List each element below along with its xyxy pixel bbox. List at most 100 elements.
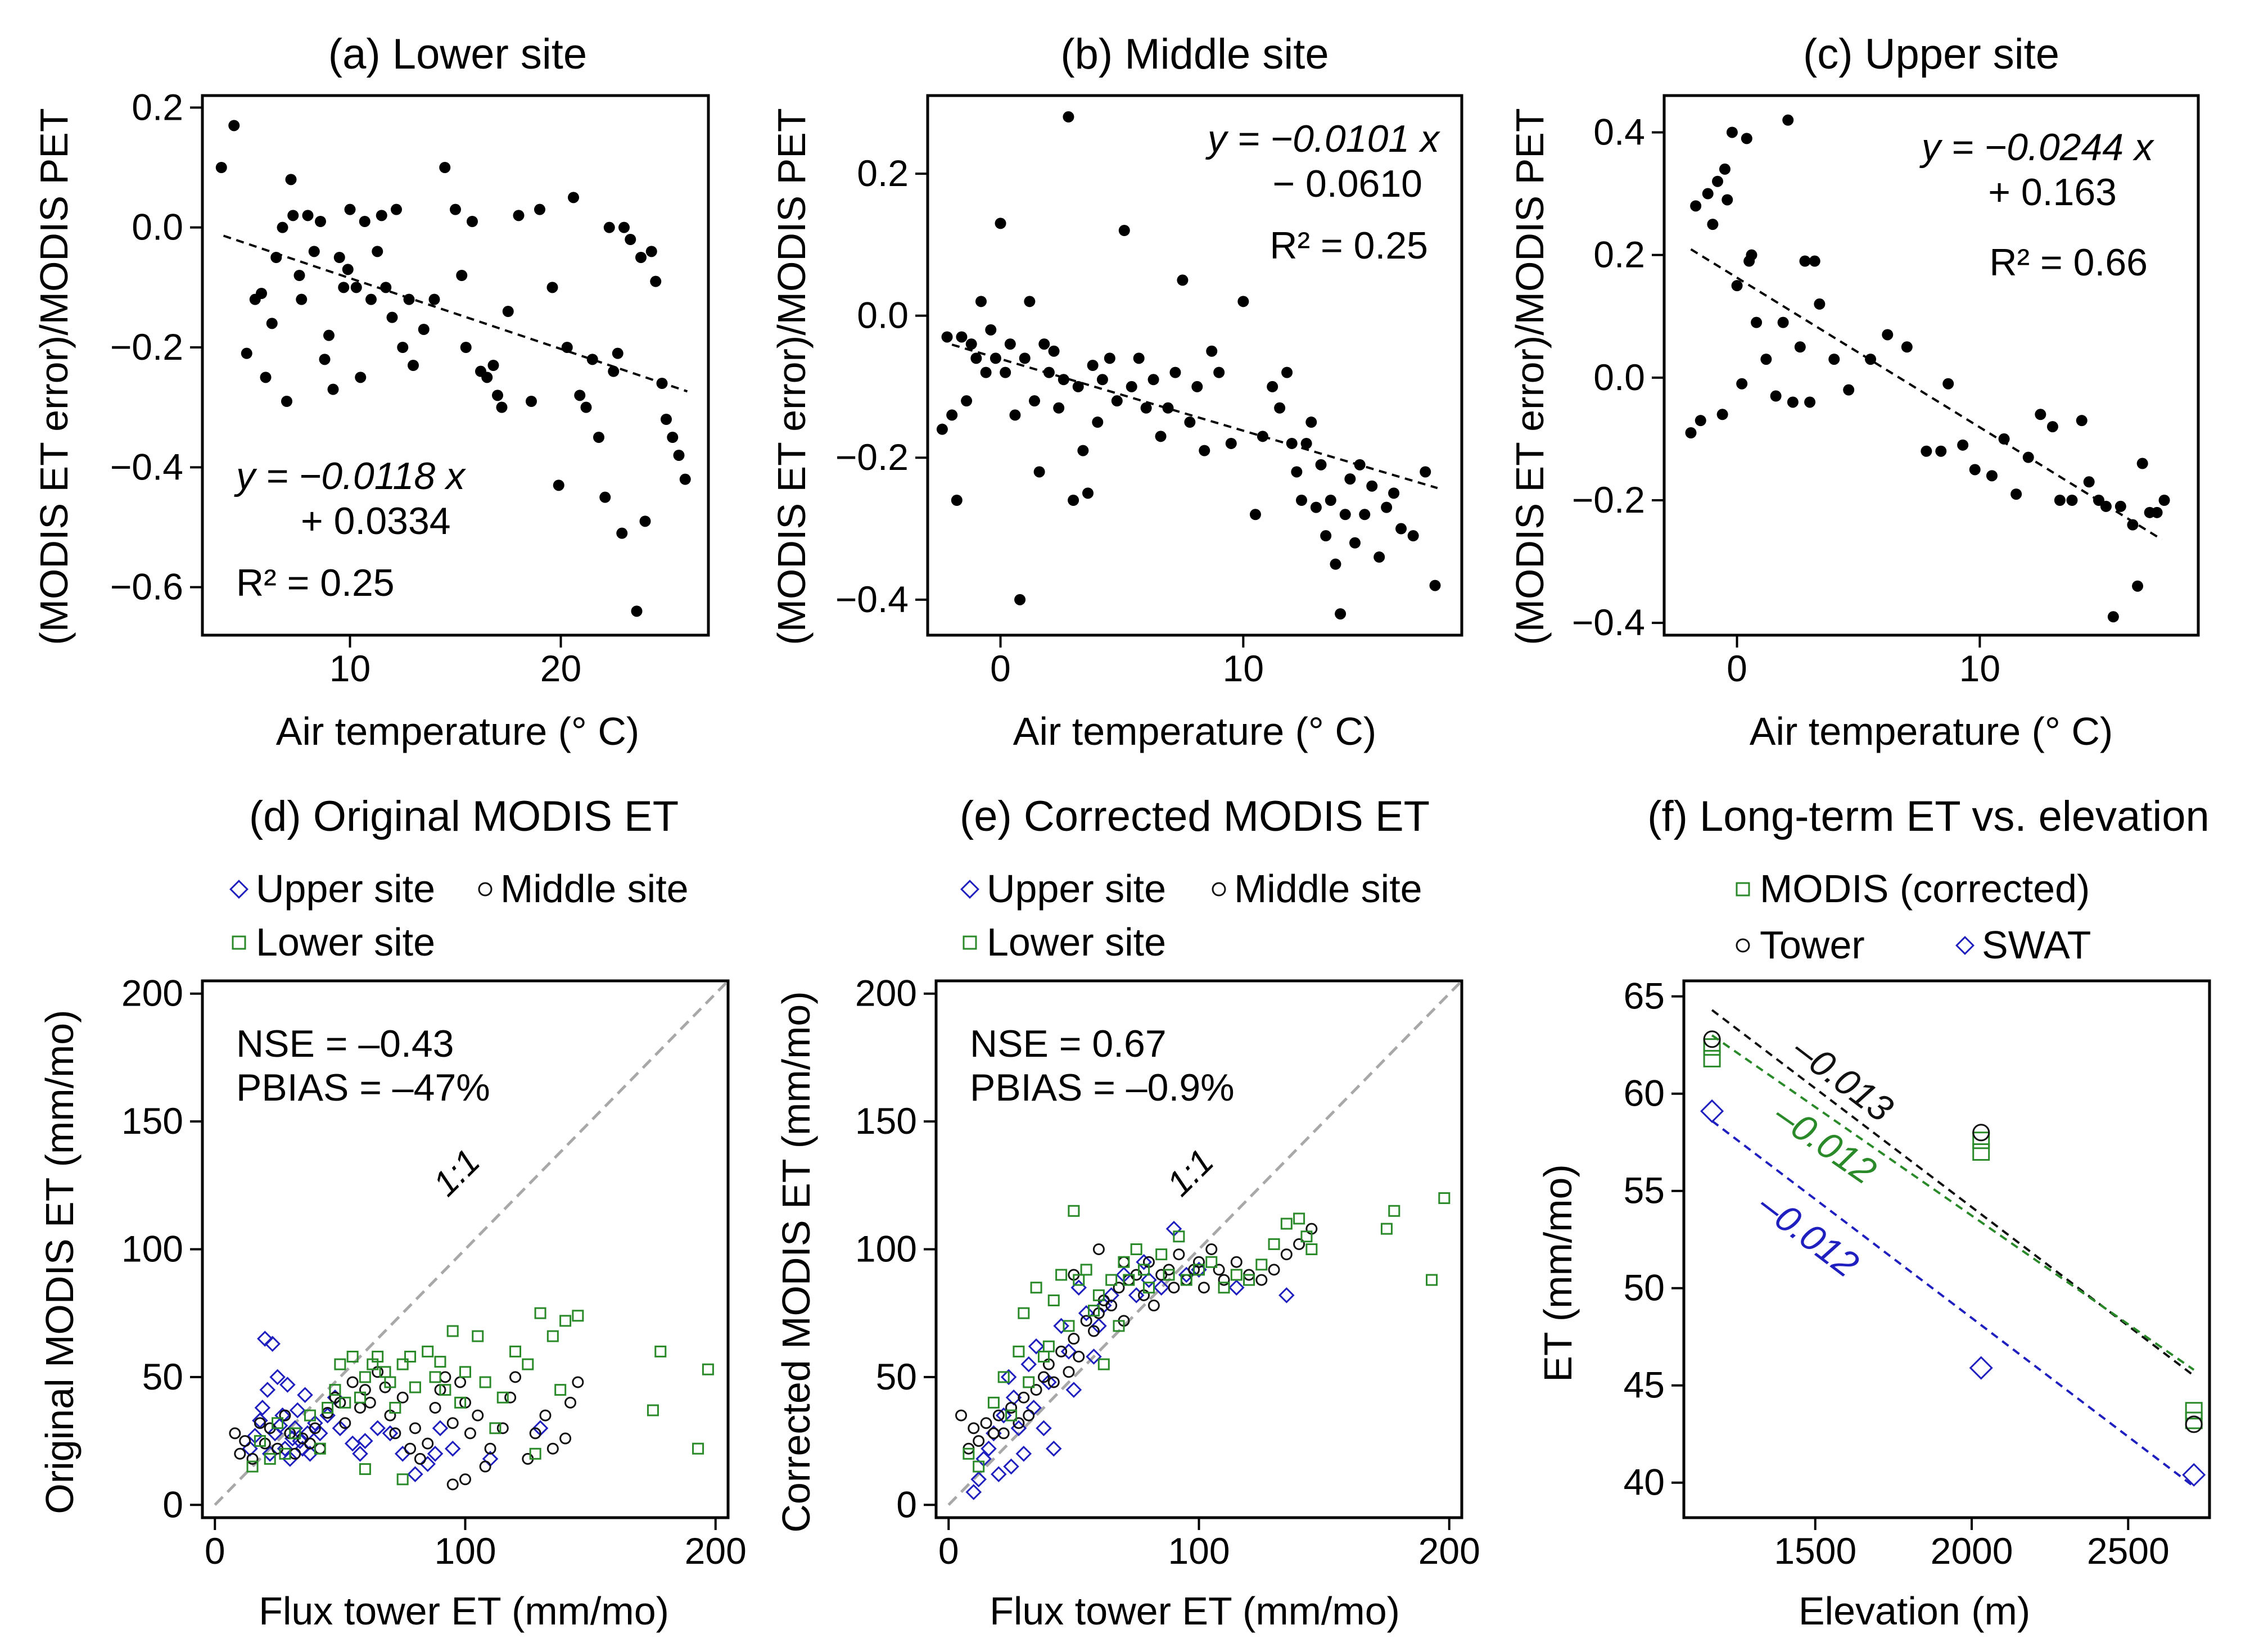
- data-point: [302, 210, 314, 221]
- data-point: [661, 414, 672, 425]
- y-tick-label: −0.4: [1572, 601, 1645, 643]
- data-point: [257, 1330, 273, 1347]
- panel-d-original-modis: (d) Original MODIS ET Upper site Middle …: [38, 793, 747, 1633]
- data-point: [980, 1417, 992, 1429]
- x-tick-label: 10: [329, 648, 371, 689]
- data-point: [234, 1447, 246, 1460]
- data-point: [1205, 1243, 1218, 1255]
- data-point: [1113, 1320, 1125, 1332]
- data-point: [472, 1330, 484, 1342]
- data-point: [2022, 451, 2034, 463]
- x-tick-label: 0: [205, 1530, 225, 1572]
- data-point: [1173, 1248, 1185, 1261]
- data-point: [272, 1418, 288, 1434]
- data-point: [955, 1409, 968, 1422]
- data-point: [1843, 384, 1855, 396]
- trend-line: [1711, 1120, 2195, 1488]
- data-point: [1128, 1287, 1145, 1304]
- data-point: [2066, 495, 2078, 506]
- data-point: [1053, 402, 1065, 414]
- data-point: [2158, 495, 2170, 506]
- data-point: [1147, 1300, 1160, 1312]
- data-point: [961, 395, 973, 407]
- data-point: [546, 1442, 559, 1455]
- data-point: [616, 527, 628, 539]
- y-tick-label: 200: [121, 972, 183, 1014]
- data-point: [396, 1358, 409, 1370]
- data-point: [404, 1442, 417, 1455]
- data-point: [1760, 354, 1772, 365]
- data-point: [1013, 1345, 1025, 1357]
- data-point: [279, 1377, 296, 1393]
- data-point: [446, 1417, 459, 1429]
- x-tick-label: 100: [434, 1530, 496, 1572]
- data-point: [365, 293, 377, 305]
- data-point: [936, 423, 948, 435]
- data-point: [1126, 381, 1137, 392]
- data-point: [1741, 133, 1752, 144]
- legend-marker: [963, 935, 977, 950]
- data-point: [1429, 580, 1441, 591]
- data-point: [2185, 1402, 2203, 1420]
- data-point: [241, 347, 252, 359]
- data-point: [2136, 458, 2148, 469]
- y-tick-label: 50: [142, 1356, 183, 1397]
- data-point: [631, 605, 643, 617]
- data-point: [513, 210, 525, 221]
- data-point: [407, 1466, 423, 1482]
- data-point: [422, 1345, 434, 1357]
- data-point: [352, 1446, 368, 1462]
- data-point: [496, 401, 508, 413]
- data-point: [282, 1451, 299, 1467]
- data-point: [612, 347, 623, 359]
- data-point: [574, 390, 586, 401]
- data-point: [656, 378, 668, 389]
- data-point: [1296, 495, 1307, 506]
- data-point: [1053, 1318, 1069, 1334]
- trend-line: [1711, 1034, 2195, 1371]
- data-point: [496, 1391, 509, 1404]
- data-point: [1055, 1345, 1068, 1357]
- legend-swat-label: SWAT: [1982, 923, 2091, 967]
- data-point: [496, 1422, 509, 1434]
- data-point: [1042, 1340, 1055, 1352]
- data-point: [1078, 1305, 1095, 1321]
- legend-tower-label: Tower: [1760, 923, 1865, 967]
- data-point: [990, 352, 1001, 364]
- data-point: [1213, 1264, 1225, 1276]
- y-tick-label: 0.4: [1593, 111, 1645, 152]
- data-point: [1193, 1256, 1205, 1268]
- data-point: [229, 1427, 241, 1440]
- data-point: [403, 293, 415, 305]
- data-point: [1703, 1030, 1721, 1048]
- y-tick-label: 0.2: [132, 86, 183, 128]
- data-point: [1736, 378, 1748, 390]
- y-axis-label: (MODIS ET error)/MODIS PET: [32, 108, 76, 645]
- data-point: [1019, 352, 1031, 364]
- data-point: [1082, 487, 1094, 499]
- data-point: [554, 1384, 567, 1396]
- y-tick-label: 150: [855, 1100, 917, 1142]
- legend-modis-label: MODIS (corrected): [1760, 867, 2090, 911]
- data-point: [1003, 1458, 1019, 1475]
- data-point: [1092, 1289, 1105, 1301]
- data-point: [568, 192, 579, 203]
- data-point: [380, 282, 392, 293]
- data-point: [1799, 255, 1811, 267]
- data-point: [1942, 378, 1954, 390]
- data-point: [311, 1425, 328, 1442]
- legend-lower-site-label: Lower site: [987, 920, 1166, 964]
- data-point: [297, 1387, 313, 1403]
- data-point: [965, 1484, 982, 1500]
- data-point: [294, 1440, 311, 1457]
- data-point: [564, 1396, 576, 1409]
- data-point: [1722, 194, 1733, 206]
- data-point: [1086, 1348, 1102, 1365]
- data-point: [1305, 1243, 1318, 1255]
- data-point: [529, 1447, 541, 1460]
- data-point: [414, 1452, 426, 1465]
- data-point: [1142, 1282, 1155, 1294]
- data-point: [389, 1401, 401, 1414]
- data-point: [639, 515, 651, 527]
- data-point: [504, 1391, 517, 1404]
